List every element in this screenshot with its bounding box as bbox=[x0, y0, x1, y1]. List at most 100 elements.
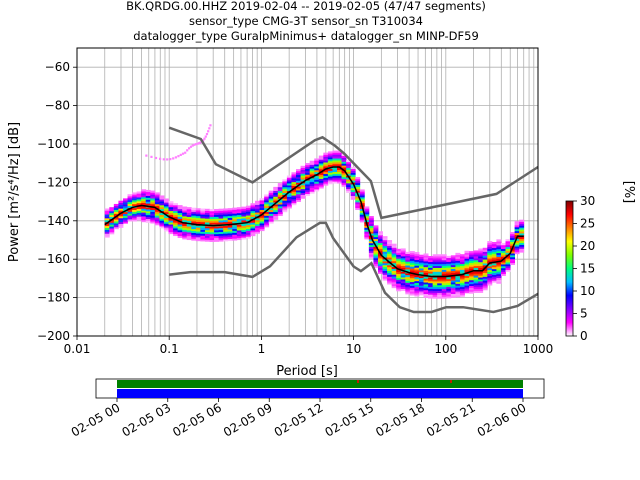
heatmap-cell bbox=[373, 254, 379, 257]
heatmap-cell bbox=[487, 254, 493, 257]
heatmap-cell bbox=[437, 265, 443, 268]
heatmap-cell bbox=[519, 225, 525, 228]
heatmap-cell bbox=[341, 167, 347, 170]
heatmap-cell bbox=[332, 169, 338, 172]
heatmap-cell bbox=[446, 267, 452, 270]
heatmap-cell bbox=[182, 237, 188, 240]
heatmap-cell bbox=[437, 273, 443, 276]
heatmap-cell bbox=[359, 193, 365, 196]
heatmap-cell bbox=[368, 241, 374, 244]
heatmap-cell bbox=[346, 171, 352, 174]
heatmap-cell bbox=[127, 209, 133, 212]
heatmap-cell bbox=[341, 161, 347, 164]
heatmap-cell bbox=[291, 181, 297, 185]
heatmap-cell bbox=[255, 227, 260, 230]
heatmap-cell bbox=[122, 204, 128, 207]
heatmap-cell bbox=[455, 293, 461, 296]
heatmap-cell bbox=[482, 280, 488, 283]
heatmap-cell bbox=[514, 230, 520, 234]
heatmap-cell bbox=[186, 212, 192, 216]
heatmap-cell bbox=[487, 252, 493, 255]
heatmap-cell bbox=[273, 190, 279, 193]
heatmap-cell bbox=[200, 233, 206, 236]
heatmap-cell bbox=[255, 206, 260, 209]
heatmap-cell bbox=[318, 169, 324, 172]
heatmap-cell bbox=[309, 168, 315, 171]
heatmap-cell bbox=[346, 161, 352, 165]
heatmap-cell bbox=[368, 227, 374, 230]
heatmap-cell bbox=[113, 203, 119, 207]
heatmap-cell bbox=[391, 262, 397, 266]
heatmap-cell bbox=[132, 211, 138, 214]
heatmap-cell bbox=[177, 218, 183, 221]
heatmap-cell bbox=[400, 254, 406, 257]
heatmap-cell bbox=[193, 143, 196, 146]
coverage-marker bbox=[450, 380, 452, 383]
heatmap-cell bbox=[491, 259, 497, 262]
heatmap-cell bbox=[282, 188, 288, 192]
heatmap-cell bbox=[236, 210, 242, 214]
heatmap-cell bbox=[359, 208, 365, 211]
heatmap-cell bbox=[414, 263, 420, 266]
heatmap-cell bbox=[159, 224, 165, 227]
y-tick-label: −80 bbox=[45, 99, 70, 113]
heatmap-cell bbox=[355, 180, 361, 184]
heatmap-cell bbox=[514, 225, 520, 228]
heatmap-cell bbox=[337, 162, 342, 165]
y-tick-label: −100 bbox=[37, 137, 70, 151]
heatmap-cell bbox=[446, 280, 452, 284]
heatmap-cell bbox=[327, 168, 333, 171]
heatmap-cell bbox=[245, 232, 251, 235]
heatmap-cell bbox=[118, 225, 124, 228]
heatmap-cell bbox=[113, 221, 119, 224]
heatmap-cell bbox=[218, 227, 224, 231]
heatmap-cell bbox=[400, 257, 406, 261]
heatmap-cell bbox=[387, 240, 393, 243]
heatmap-cell bbox=[473, 258, 479, 261]
heatmap-cell bbox=[286, 183, 292, 186]
heatmap-cell bbox=[323, 179, 329, 182]
heatmap-cell bbox=[273, 211, 279, 215]
heatmap-cell bbox=[359, 195, 365, 198]
heatmap-cell bbox=[277, 211, 283, 215]
heatmap-cell bbox=[250, 226, 256, 229]
heatmap-cell bbox=[154, 215, 160, 218]
heatmap-cell bbox=[218, 229, 224, 233]
heatmap-cell bbox=[250, 207, 256, 210]
heatmap-cell bbox=[300, 171, 306, 174]
heatmap-cell bbox=[355, 186, 361, 189]
heatmap-cell bbox=[478, 288, 484, 292]
heatmap-cell bbox=[136, 210, 142, 213]
heatmap-cell bbox=[158, 157, 162, 160]
heatmap-cell bbox=[405, 257, 411, 260]
coverage-lane bbox=[117, 380, 523, 388]
heatmap-cell bbox=[387, 264, 393, 268]
heatmap-cell bbox=[464, 256, 470, 259]
heatmap-cell bbox=[437, 261, 443, 265]
plot-frame bbox=[76, 47, 539, 337]
heatmap-cell bbox=[255, 231, 260, 234]
heatmap-cell bbox=[441, 267, 447, 270]
heatmap-cell bbox=[150, 211, 156, 214]
heatmap-cell bbox=[482, 286, 488, 289]
heatmap-cell bbox=[218, 214, 224, 217]
heatmap-cell bbox=[309, 160, 315, 163]
heatmap-cell bbox=[414, 269, 420, 272]
heatmap-cell bbox=[118, 206, 124, 209]
heatmap-cell bbox=[286, 204, 292, 207]
heatmap-cell bbox=[109, 212, 115, 216]
heatmap-cell bbox=[377, 250, 383, 253]
heatmap-cell bbox=[268, 211, 274, 214]
heatmap-cell bbox=[204, 218, 210, 221]
heatmap-cell bbox=[104, 208, 110, 211]
heatmap-cell bbox=[141, 206, 147, 209]
heatmap-cell bbox=[473, 273, 479, 276]
heatmap-cell bbox=[204, 208, 210, 211]
heatmap-cell bbox=[382, 247, 388, 250]
heatmap-cell bbox=[510, 262, 516, 265]
heatmap-cell bbox=[141, 200, 147, 203]
heatmap-cell bbox=[268, 221, 274, 224]
heatmap-cell bbox=[236, 224, 242, 227]
heatmap-cell bbox=[377, 246, 383, 249]
